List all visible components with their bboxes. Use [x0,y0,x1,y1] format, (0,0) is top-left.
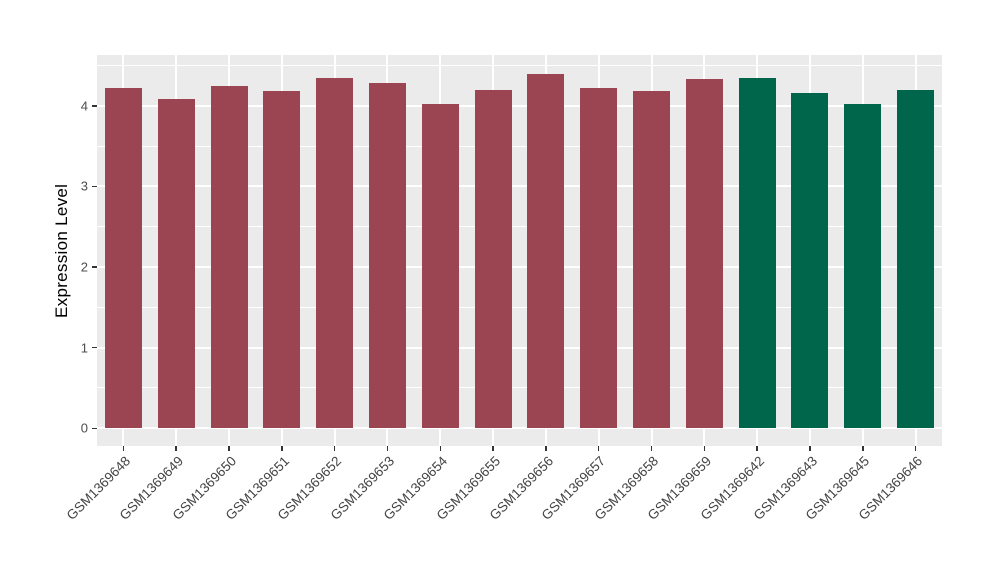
bar-GSM1369648 [104,88,142,429]
bar-GSM1369643 [791,92,829,429]
x-tick-mark [914,446,917,451]
bar-GSM1369646 [897,90,935,429]
bar-GSM1369657 [580,88,618,429]
x-tick-mark [703,446,706,451]
minor-gridline [97,64,942,66]
minor-gridline [97,226,942,228]
y-tick-label: 3 [80,178,88,194]
bar-GSM1369656 [527,74,565,429]
x-tick-mark [545,446,547,451]
bar-GSM1369649 [157,99,195,429]
major-gridline [97,427,942,430]
x-tick-mark [281,446,283,451]
major-gridline [97,346,942,349]
x-tick-mark [175,446,177,451]
bar-GSM1369653 [368,83,406,429]
x-tick-mark [492,446,494,451]
plot-panel [97,55,942,446]
y-tick-label: 4 [80,98,88,114]
x-tick-mark [809,446,811,451]
y-tick-mark [92,427,97,429]
x-tick-mark [862,446,864,451]
x-tick-mark [597,446,600,451]
y-tick-mark [92,185,97,188]
x-tick-mark [386,446,389,451]
minor-gridline [97,306,942,308]
bar-GSM1369655 [474,89,512,429]
y-tick-mark [92,266,97,268]
bar-GSM1369659 [685,79,723,429]
x-tick-mark [333,446,336,451]
x-tick-mark [439,446,442,451]
bar-GSM1369645 [844,104,882,429]
bar-GSM1369650 [210,86,248,429]
x-tick-mark [228,446,230,451]
bar-GSM1369654 [421,104,459,429]
y-tick-mark [92,105,97,107]
minor-gridline [97,145,942,147]
x-tick-mark [650,446,653,451]
y-tick-label: 2 [80,259,88,275]
x-tick-mark [756,446,758,451]
major-gridline [97,185,942,188]
y-axis-title: Expression Level [52,183,71,318]
bar-GSM1369658 [633,91,671,429]
x-tick-mark [122,446,125,451]
minor-gridline [97,387,942,389]
bar-GSM1369642 [738,78,776,429]
y-tick-label: 0 [80,420,88,436]
major-gridline [97,266,942,269]
major-gridline [97,104,942,107]
bar-GSM1369652 [316,78,354,429]
bar-GSM1369651 [263,91,301,429]
y-tick-mark [92,346,97,349]
y-tick-label: 1 [80,340,88,356]
